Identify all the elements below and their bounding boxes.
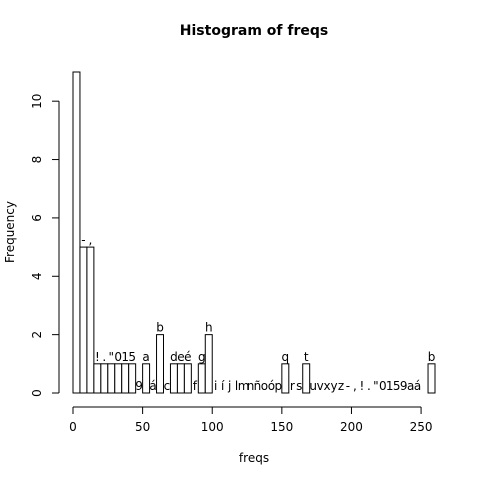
bar-label: r [290, 379, 295, 393]
histogram-bar [93, 363, 102, 394]
x-tick-label: 250 [410, 420, 433, 434]
bar-label: u [309, 379, 317, 393]
bar-label: 9 [400, 379, 408, 393]
bar-label: p [275, 379, 283, 393]
bar-label: . [102, 350, 106, 364]
bar-label: , [88, 233, 92, 247]
y-tick-label: 10 [30, 94, 44, 109]
bar-label: y [331, 379, 338, 393]
bar-label: í [221, 379, 225, 393]
bar-label: o [261, 379, 268, 393]
bar-label: á [414, 379, 421, 393]
bar-label: l [235, 379, 238, 393]
histogram-bar [281, 363, 290, 394]
histogram-bar [156, 334, 164, 394]
bar-label: . [367, 379, 371, 393]
bar-label: " [373, 379, 379, 393]
bar-label: 0 [114, 350, 122, 364]
y-axis-label: Frequency [3, 201, 17, 263]
histogram-bar [121, 363, 130, 394]
histogram-bar [169, 363, 178, 394]
y-tick-label: 0 [30, 389, 44, 397]
bar-label: d [170, 350, 178, 364]
bar-label: 1 [121, 350, 129, 364]
bar-label: a [407, 379, 414, 393]
bar-label: 5 [128, 350, 136, 364]
bar-label: f [193, 379, 198, 393]
bar-label: 1 [386, 379, 394, 393]
bar-label: a [142, 350, 149, 364]
bar-label: á [149, 379, 156, 393]
histogram-bar [197, 363, 206, 394]
bar-label: 5 [393, 379, 401, 393]
x-tick-label: 100 [201, 420, 224, 434]
bar-label: " [109, 350, 115, 364]
bar-label: v [317, 379, 324, 393]
bar-label: ! [95, 350, 100, 364]
histogram-bar [107, 363, 116, 394]
histogram-bar [302, 363, 311, 394]
bar-label: , [353, 379, 357, 393]
bar-label: m [238, 379, 250, 393]
bars-group [72, 71, 436, 394]
bar-label: x [324, 379, 331, 393]
bar-label: 9 [135, 379, 143, 393]
histogram-bar [142, 363, 151, 394]
bar-label: - [81, 233, 85, 247]
bar-label: e [177, 350, 184, 364]
bar-label: s [296, 379, 302, 393]
histogram-bar [100, 363, 109, 394]
bar-label: - [346, 379, 350, 393]
bar-label: ! [359, 379, 364, 393]
bar-label: q [282, 350, 290, 364]
histogram-bar [72, 71, 81, 394]
histogram-bar [427, 363, 436, 394]
bar-label: é [184, 350, 191, 364]
y-tick-label: 6 [30, 214, 44, 222]
y-tick-label: 2 [30, 331, 44, 339]
x-tick-label: 200 [340, 420, 363, 434]
y-tick-label: 8 [30, 156, 44, 164]
x-tick-label: 150 [270, 420, 293, 434]
bar-label: i [214, 379, 217, 393]
histogram-bar [183, 363, 192, 394]
bar-label: g [198, 350, 206, 364]
histogram-bar [114, 363, 123, 394]
bar-label: b [428, 350, 436, 364]
bar-label: z [338, 379, 344, 393]
bar-label: j [227, 379, 231, 393]
histogram-bar [79, 246, 88, 394]
bar-label: t [304, 350, 309, 364]
bar-label: c [164, 379, 171, 393]
bar-label: h [205, 321, 213, 335]
x-tick-label: 50 [135, 420, 150, 434]
histogram-bar [204, 334, 213, 394]
bar-label: ó [268, 379, 275, 393]
y-axis: 0 2 4 6 8 10 [30, 94, 60, 397]
histogram-bar [176, 363, 185, 394]
x-axis-label: freqs [239, 451, 269, 465]
histogram-bar [128, 363, 137, 394]
bar-label: 0 [379, 379, 387, 393]
chart-title: Histogram of freqs [180, 23, 328, 39]
x-tick-label: 0 [69, 420, 77, 434]
y-tick-label: 4 [30, 272, 44, 280]
bar-label: n [247, 379, 255, 393]
bar-label: ñ [254, 379, 262, 393]
histogram-bar [86, 246, 95, 394]
bar-label: b [156, 321, 164, 335]
x-axis: 0 50 100 150 200 250 [69, 406, 433, 434]
